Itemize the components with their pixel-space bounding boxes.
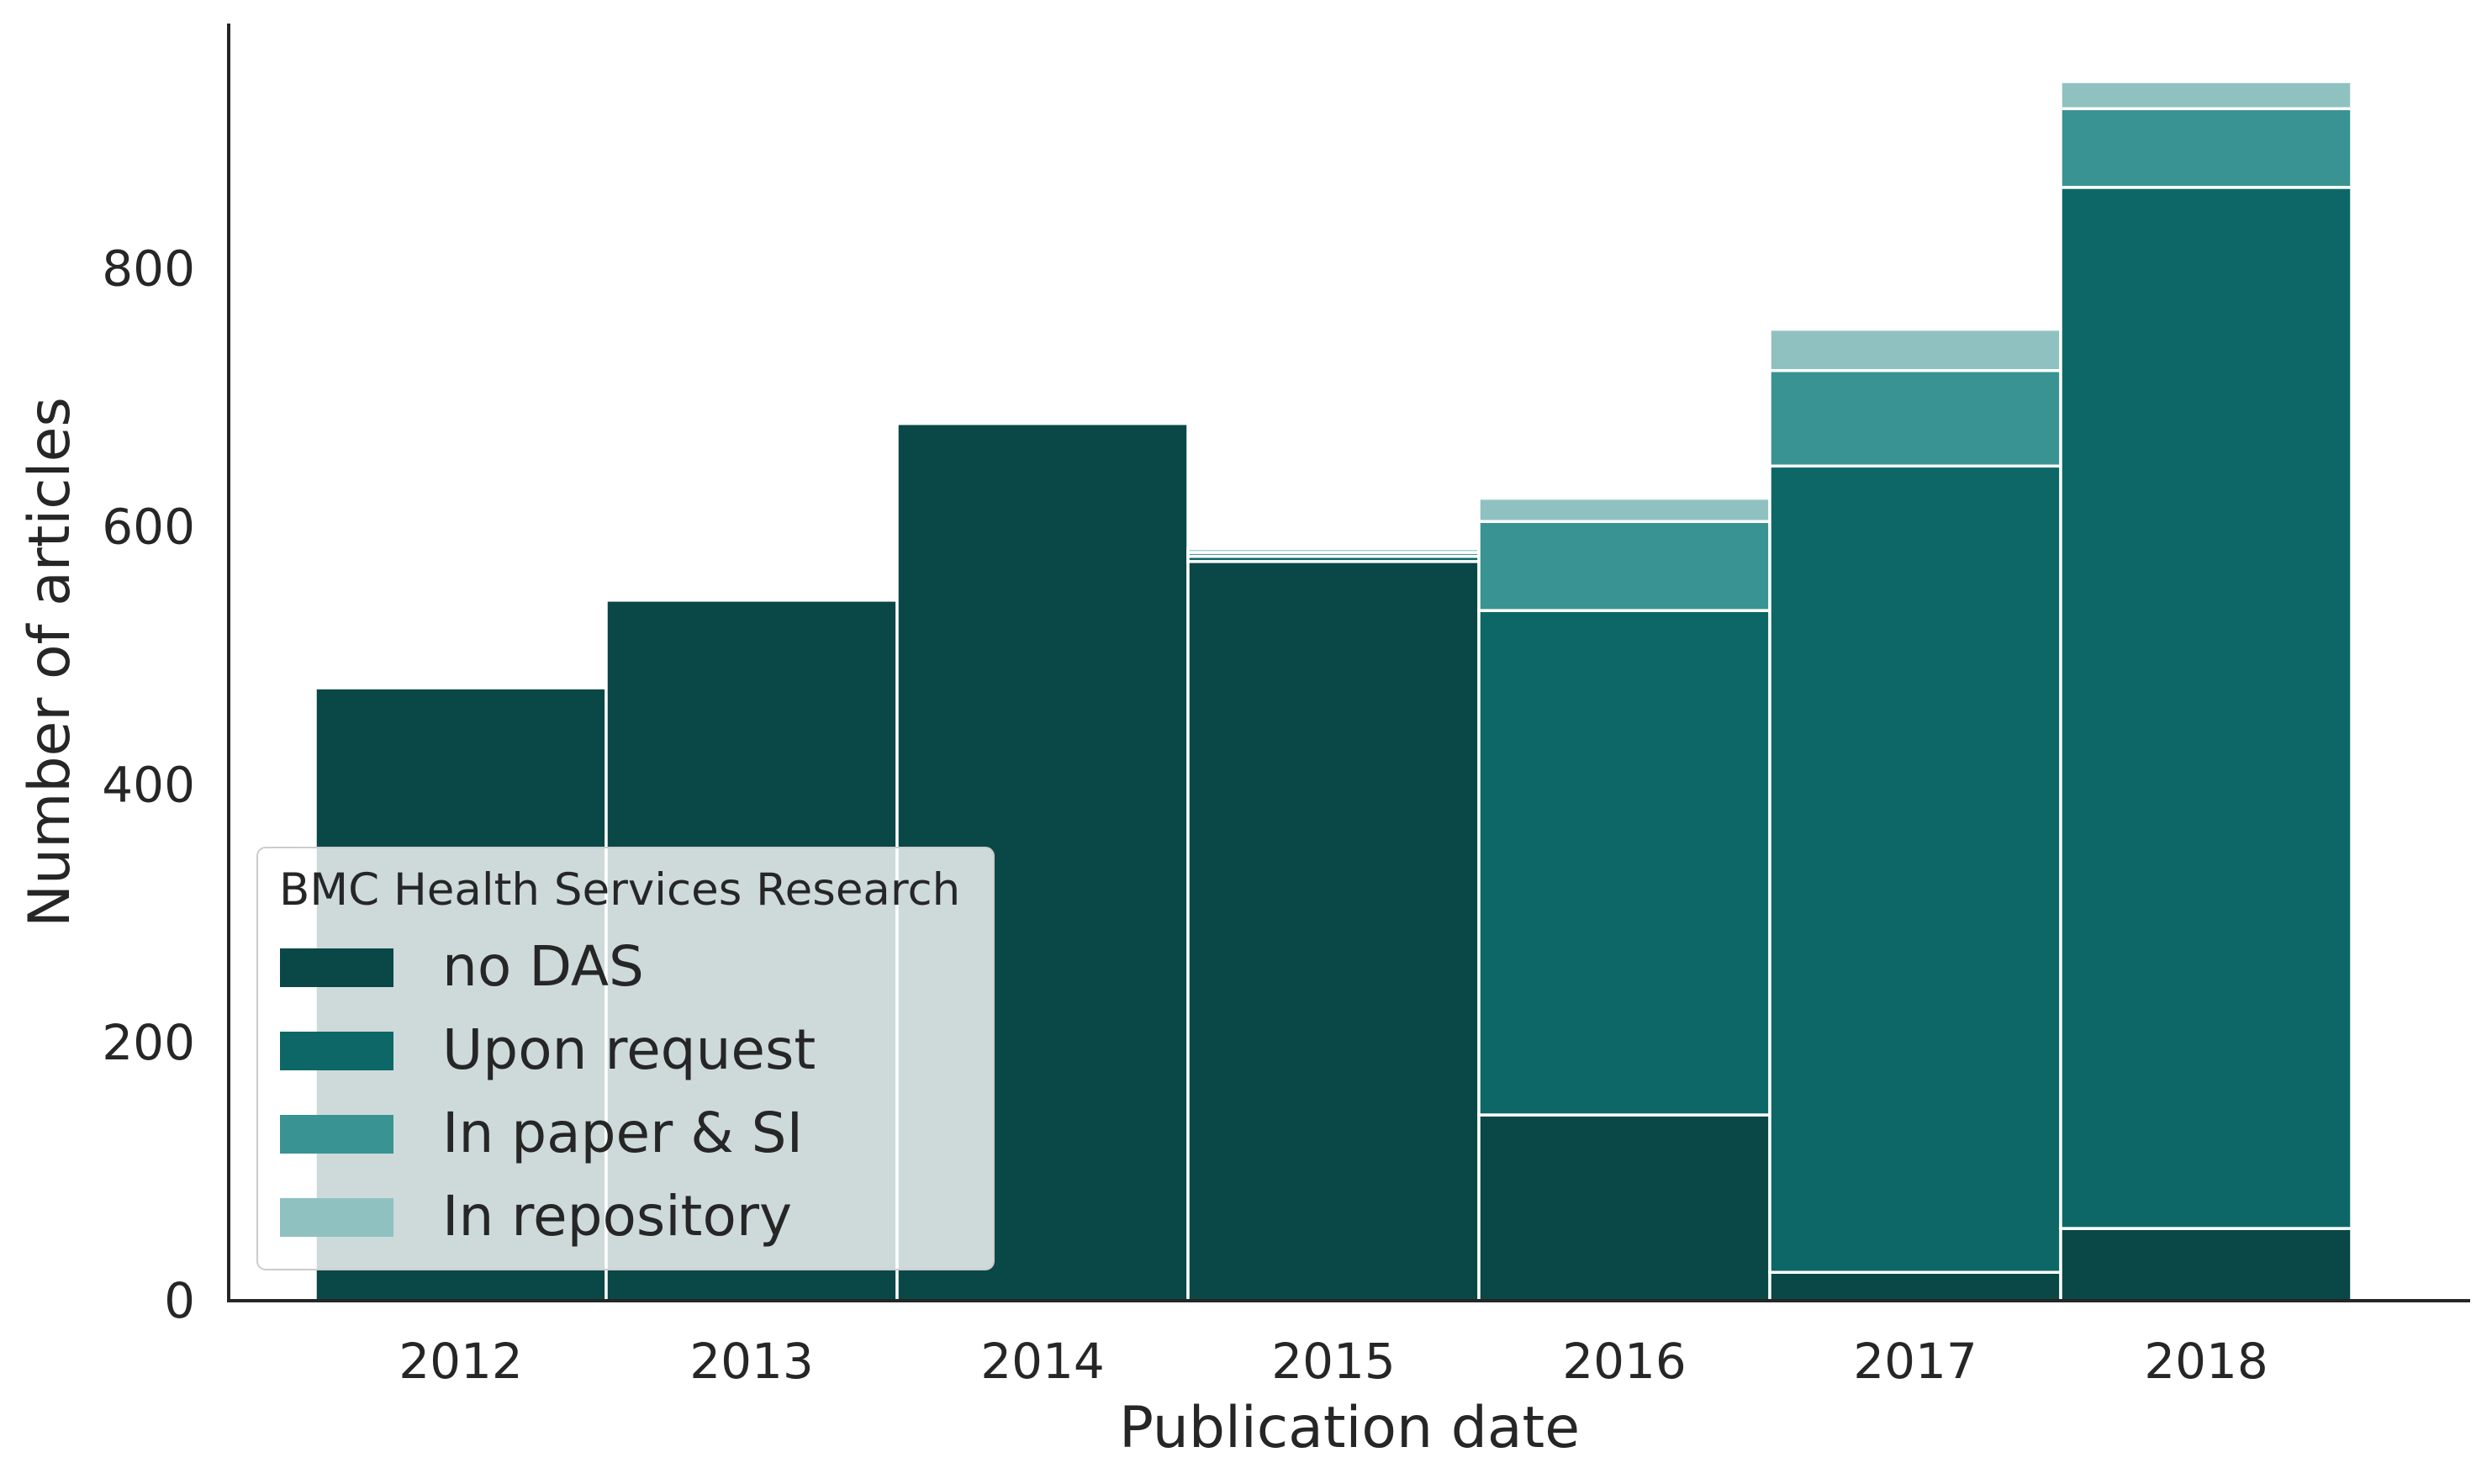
- bar-2014-series-3: [895, 416, 1190, 421]
- legend-label: no DAS: [442, 934, 644, 999]
- bar-2018-series-3: [2059, 80, 2353, 111]
- legend-label: Upon request: [442, 1017, 816, 1082]
- x-tick-label: 2014: [980, 1333, 1105, 1390]
- x-tick-label: 2015: [1271, 1333, 1396, 1390]
- bar-2016-series-1: [1477, 609, 1771, 1117]
- x-tick-label: 2013: [689, 1333, 814, 1390]
- bar-2016-series-2: [1477, 520, 1771, 612]
- legend-box: [256, 847, 995, 1270]
- legend-title: BMC Health Services Research: [279, 864, 960, 916]
- bar-2017-series-3: [1768, 327, 2062, 372]
- legend-swatch: [280, 948, 393, 987]
- legend-swatch: [280, 1198, 393, 1237]
- axes-layer: 0 200 400 600 800 2012 2013 2014 2015 2016 2017 201…: [102, 24, 2470, 1390]
- y-tick-label: 200: [102, 1014, 195, 1071]
- bar-2017-series-2: [1768, 368, 2062, 468]
- legend-swatch: [280, 1032, 393, 1070]
- x-tick-label: 2012: [399, 1333, 523, 1390]
- bar-2017-series-1: [1768, 464, 2062, 1274]
- bar-2015-series-3: [1186, 547, 1481, 554]
- legend-label: In repository: [442, 1184, 792, 1249]
- y-tick-label: 400: [102, 756, 195, 813]
- bar-2018-series-1: [2059, 186, 2353, 1230]
- legend: BMC Health Services Research no DAS Upon …: [256, 847, 995, 1270]
- bar-2016-series-3: [1477, 496, 1771, 524]
- legend-label: In paper & SI: [442, 1101, 803, 1165]
- bar-2018-series-0: [2059, 1227, 2353, 1302]
- x-tick-label: 2018: [2144, 1333, 2268, 1390]
- y-tick-label: 0: [164, 1272, 195, 1329]
- y-axis-label: Number of articles: [17, 397, 83, 927]
- y-tick-label: 600: [102, 498, 195, 555]
- bar-2018-series-2: [2059, 107, 2353, 189]
- bar-2015-series-0: [1186, 560, 1481, 1302]
- legend-items: no DAS Upon request In paper & SI In reposi…: [280, 934, 816, 1249]
- y-tick-label: 800: [102, 240, 195, 298]
- bar-2016-series-0: [1477, 1113, 1771, 1302]
- x-axis-label: Publication date: [1119, 1395, 1580, 1461]
- x-tick-label: 2017: [1853, 1333, 1977, 1390]
- legend-swatch: [280, 1115, 393, 1154]
- x-tick-label: 2016: [1562, 1333, 1687, 1390]
- bar-2017-series-0: [1768, 1270, 2062, 1302]
